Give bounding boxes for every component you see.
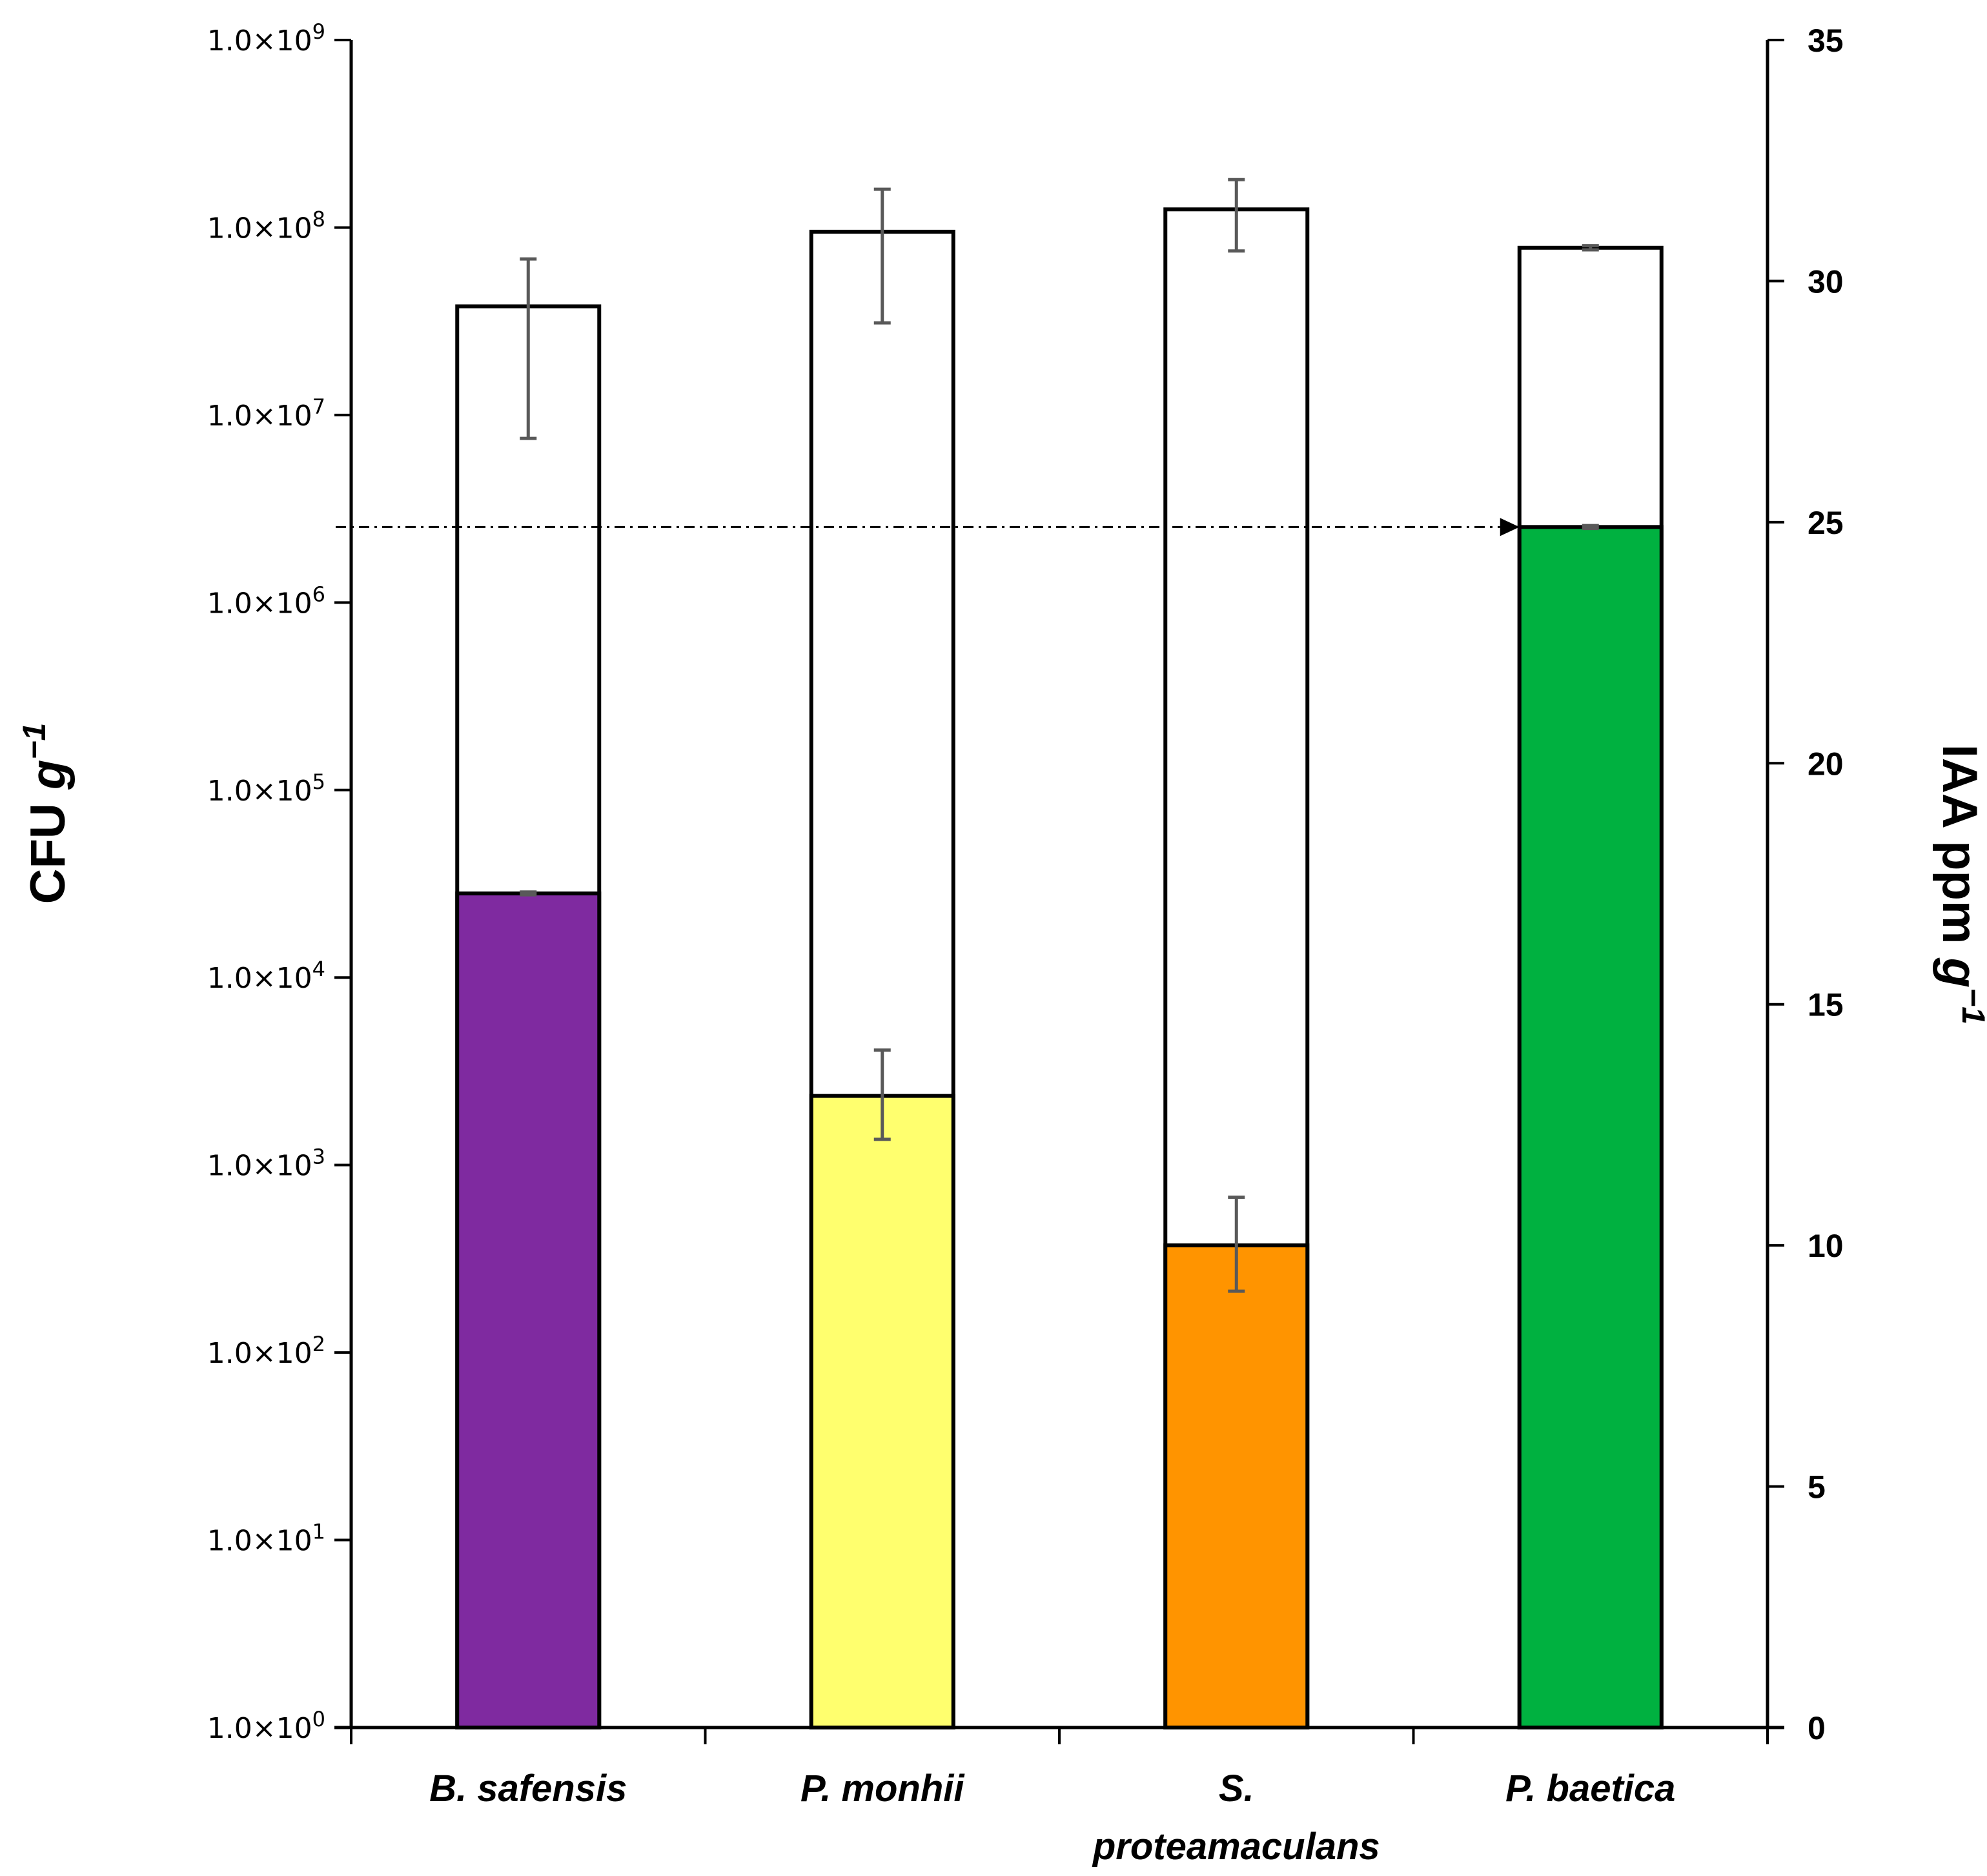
iaa-bar [809,1094,955,1730]
reference-arrow-icon [1500,518,1520,536]
left-axis-title: CFU g−1 [16,723,76,904]
left-tick-label: 1.0×101 [207,1520,325,1558]
right-axis-title: IAA ppm g−1 [1932,744,1987,1025]
category-label: proteamaculans [1092,1826,1380,1868]
right-tick-label: 20 [1808,746,1844,782]
error-bars-layer [520,178,1599,1293]
left-tick-label: 1.0×100 [207,1707,325,1745]
left-tick-label: 1.0×108 [207,207,325,245]
left-tick-label: 1.0×105 [207,770,325,808]
left-tick-label: 1.0×102 [207,1332,325,1370]
category-label: S. [1219,1768,1254,1810]
left-tick-label: 1.0×106 [207,582,325,620]
right-tick-label: 5 [1808,1469,1826,1505]
labels-layer: 1.0×100 1.0×101 1.0×102 1.0×103 1.0×104 1.0×1… [16,19,1987,1868]
category-label: P. baetica [1505,1768,1675,1810]
right-tick-label: 15 [1808,987,1844,1023]
category-label: B. safensis [429,1768,627,1810]
bars-layer [455,207,1664,1730]
left-tick-label: 1.0×109 [207,19,325,57]
right-tick-label: 10 [1808,1228,1844,1264]
iaa-bar [1163,1243,1310,1729]
left-tick-label: 1.0×104 [207,957,325,995]
iaa-bar [1517,525,1664,1730]
reference-line-layer [336,518,1520,536]
right-tick-label: 25 [1808,505,1844,541]
left-tick-label: 1.0×103 [207,1145,325,1183]
right-tick-label: 0 [1808,1710,1826,1746]
right-tick-label: 35 [1808,23,1844,59]
category-label: P. monhii [800,1768,965,1810]
iaa-bar [455,891,602,1729]
left-tick-label: 1.0×107 [207,394,325,433]
right-tick-label: 30 [1808,263,1844,300]
axes-layer [334,39,1784,1744]
